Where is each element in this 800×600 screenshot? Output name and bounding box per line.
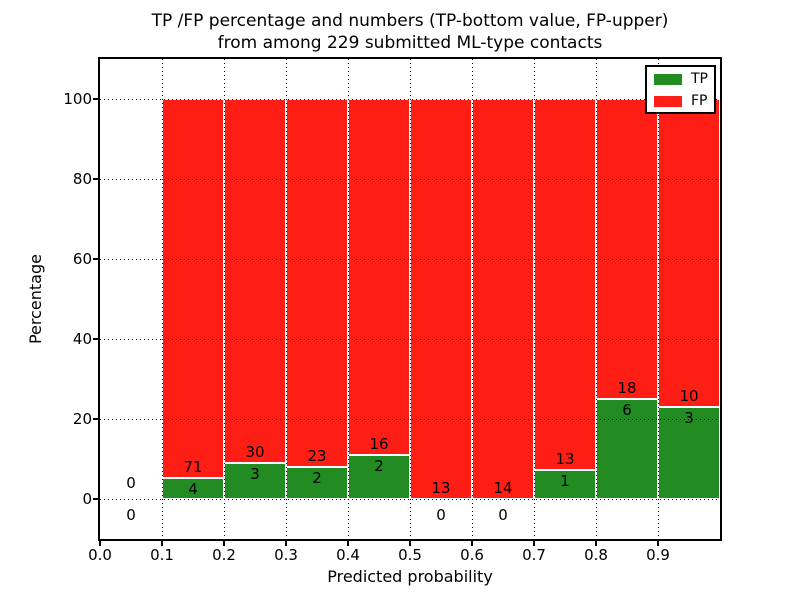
tp-bar-segment	[596, 399, 658, 499]
x-tick-label: 0.5	[398, 546, 422, 564]
legend: TP FP	[645, 65, 716, 114]
y-grid-line	[100, 99, 720, 100]
fp-count-label: 14	[493, 479, 513, 497]
y-grid-line	[100, 339, 720, 340]
x-tick	[347, 541, 349, 546]
y-axis-label: Percentage	[26, 254, 45, 345]
x-tick	[657, 541, 659, 546]
tp-count-label: 0	[126, 506, 136, 524]
y-grid-line	[100, 179, 720, 180]
x-tick	[223, 541, 225, 546]
x-tick-label: 0.4	[336, 546, 360, 564]
fp-bar-segment	[162, 99, 224, 478]
tp-count-label: 6	[622, 401, 632, 419]
y-tick	[93, 258, 98, 260]
fp-bar-segment	[658, 99, 720, 407]
x-grid-line	[224, 59, 225, 539]
x-tick	[595, 541, 597, 546]
y-tick-label: 20	[72, 410, 92, 428]
fp-count-label: 13	[555, 450, 575, 469]
tp-count-label: 4	[188, 479, 198, 498]
x-axis-label: Predicted probability	[327, 567, 493, 586]
legend-swatch-tp-icon	[654, 73, 682, 85]
y-grid-line	[100, 419, 720, 420]
x-grid-line	[658, 59, 659, 539]
fp-count-label: 30	[245, 442, 265, 461]
chart-title: TP /FP percentage and numbers (TP-bottom…	[20, 10, 800, 54]
x-grid-line	[162, 59, 163, 539]
legend-entry-tp: TP	[647, 69, 714, 89]
fp-count-label: 0	[126, 474, 136, 492]
fp-bar-segment	[410, 99, 472, 499]
tp-count-label: 0	[436, 506, 446, 524]
x-tick	[533, 541, 535, 546]
x-tick-label: 0.7	[522, 546, 546, 564]
y-grid-line	[100, 499, 720, 500]
x-tick	[161, 541, 163, 546]
chart-title-line-1: TP /FP percentage and numbers (TP-bottom…	[151, 11, 669, 31]
tp-count-label: 0	[498, 506, 508, 524]
y-tick-label: 80	[72, 170, 92, 188]
x-tick	[471, 541, 473, 546]
y-grid-line	[100, 259, 720, 260]
fp-count-label: 23	[307, 447, 327, 465]
x-tick	[99, 541, 101, 546]
x-grid-line	[410, 59, 411, 539]
fp-bar-segment	[224, 99, 286, 463]
fp-count-label: 16	[369, 434, 389, 453]
chart-title-line-2: from among 229 submitted ML-type contact…	[217, 33, 603, 53]
tp-count-label: 3	[250, 464, 260, 483]
tp-count-label: 1	[560, 472, 570, 491]
y-tick	[93, 418, 98, 420]
y-tick-label: 100	[63, 90, 92, 108]
y-tick-label: 60	[72, 250, 92, 268]
legend-entry-fp: FP	[647, 91, 714, 111]
x-tick	[285, 541, 287, 546]
tp-count-label: 2	[312, 469, 322, 487]
x-grid-line	[534, 59, 535, 539]
x-tick-label: 0.8	[584, 546, 608, 564]
y-tick	[93, 498, 98, 500]
fp-bar-segment	[534, 99, 596, 471]
fp-bar-segment	[472, 99, 534, 499]
x-tick-label: 0.2	[212, 546, 236, 564]
x-tick-label: 0.3	[274, 546, 298, 564]
fp-bar-segment	[286, 99, 348, 467]
x-tick-label: 0.0	[88, 546, 112, 564]
fp-bar-segment	[596, 99, 658, 399]
x-grid-line	[348, 59, 349, 539]
x-tick-label: 0.9	[646, 546, 670, 564]
x-tick-label: 0.1	[150, 546, 174, 564]
tp-bar-segment	[224, 462, 286, 499]
fp-count-label: 18	[617, 379, 637, 397]
x-tick-label: 0.6	[460, 546, 484, 564]
y-tick-label: 40	[72, 330, 92, 348]
tp-count-label: 2	[374, 456, 384, 475]
fp-bar-segment	[348, 99, 410, 455]
y-tick	[93, 178, 98, 180]
x-grid-line	[472, 59, 473, 539]
x-grid-line	[286, 59, 287, 539]
y-tick	[93, 98, 98, 100]
x-tick	[409, 541, 411, 546]
fp-count-label: 13	[431, 479, 451, 497]
fp-count-label: 71	[183, 457, 203, 476]
fp-count-label: 10	[679, 386, 699, 405]
y-tick	[93, 338, 98, 340]
legend-label-tp: TP	[691, 71, 708, 87]
y-tick-label: 0	[82, 490, 92, 508]
tp-bar-segment	[348, 454, 410, 499]
legend-label-fp: FP	[691, 93, 708, 109]
legend-swatch-fp-icon	[654, 95, 682, 107]
tp-count-label: 3	[684, 408, 694, 427]
x-grid-line	[596, 59, 597, 539]
